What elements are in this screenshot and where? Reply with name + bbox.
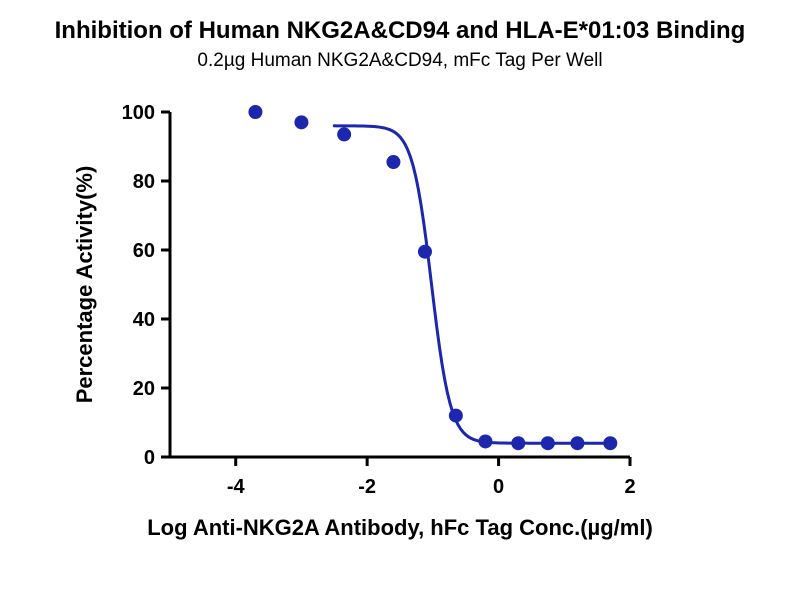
y-tick-label: 60	[133, 240, 155, 262]
x-axis-label: Log Anti-NKG2A Antibody, hFc Tag Conc.(µ…	[147, 515, 653, 540]
y-tick-label: 100	[122, 102, 155, 124]
y-axis-label: Percentage Activity(%)	[72, 166, 97, 404]
y-tick-label: 40	[133, 309, 155, 331]
data-point	[478, 434, 493, 449]
x-tick-label: -4	[227, 476, 246, 498]
data-point	[511, 436, 526, 451]
chart-title: Inhibition of Human NKG2A&CD94 and HLA-E…	[54, 17, 746, 44]
y-tick-label: 20	[133, 378, 155, 400]
data-point	[448, 408, 463, 423]
chart-subtitle: 0.2µg Human NKG2A&CD94, mFc Tag Per Well	[197, 50, 603, 71]
data-point	[294, 115, 309, 130]
data-point	[603, 436, 618, 451]
data-point	[417, 244, 432, 259]
x-tick-label: 0	[493, 476, 504, 498]
data-point	[248, 105, 263, 119]
data-point	[570, 436, 585, 451]
data-point	[540, 436, 555, 451]
dose-response-chart: 0 20 40 60 80 100 -4 -2 0 2 Percentage Activity(%)…	[72, 102, 653, 540]
x-tick-label: 2	[624, 476, 635, 498]
y-tick-label: 0	[144, 447, 155, 469]
data-point	[386, 155, 401, 170]
data-point	[337, 127, 352, 142]
x-tick-label: -2	[358, 476, 376, 498]
y-tick-label: 80	[133, 171, 155, 193]
fit-curve	[332, 124, 615, 445]
